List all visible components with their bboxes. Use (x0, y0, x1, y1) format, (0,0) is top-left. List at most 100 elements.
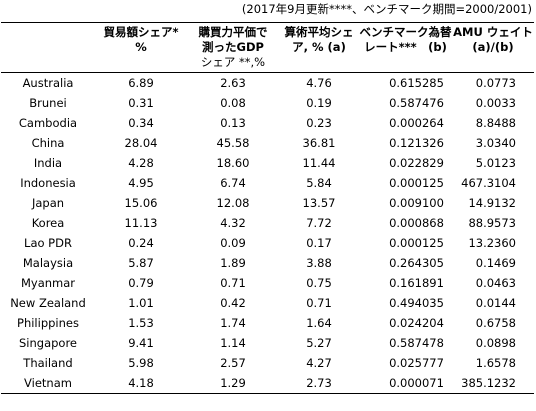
cell-gdp-share: 1.74 (220, 316, 246, 330)
cell-trade-share: 4.28 (128, 156, 154, 170)
header-country (1, 22, 95, 73)
cell-avg-share: 4.76 (306, 76, 332, 90)
cell-benchmark-rate: 0.009100 (389, 196, 444, 210)
cell-trade-share: 5.98 (128, 356, 154, 370)
table-row: Myanmar 0.79 0.71 0.75 0.161891 0.0463 (1, 273, 534, 293)
cell-country: Australia (22, 76, 74, 90)
cell-gdp-share: 1.14 (220, 336, 246, 350)
header-benchmark-rate-line2: レート*** (b) (364, 40, 447, 54)
cell-avg-share: 0.71 (306, 296, 332, 310)
header-benchmark-rate: ベンチマーク為替 レート*** (b) (359, 22, 452, 73)
cell-benchmark-rate: 0.025777 (389, 356, 444, 370)
cell-avg-share: 5.27 (306, 336, 332, 350)
cell-gdp-share: 0.08 (220, 96, 246, 110)
cell-benchmark-rate: 0.161891 (389, 276, 444, 290)
table-row: China 28.04 45.58 36.81 0.121326 3.0340 (1, 133, 534, 153)
cell-avg-share: 4.27 (306, 356, 332, 370)
table-body: Australia 6.89 2.63 4.76 0.615285 0.0773 Brune… (1, 73, 534, 394)
cell-amu-weight: 0.1469 (475, 256, 516, 270)
cell-avg-share: 0.75 (306, 276, 332, 290)
cell-trade-share: 0.24 (128, 236, 154, 250)
cell-trade-share: 6.89 (128, 76, 154, 90)
cell-trade-share: 28.04 (124, 136, 158, 150)
cell-gdp-share: 0.71 (220, 276, 246, 290)
header-avg-share-line1: 算術平均シェ (284, 25, 354, 39)
cell-gdp-share: 6.74 (220, 176, 246, 190)
header-avg-share: 算術平均シェ ア, % (a) (279, 22, 359, 73)
header-avg-share-line2: ア, % (a) (292, 40, 346, 54)
cell-amu-weight: 0.6758 (475, 316, 516, 330)
cell-gdp-share: 2.57 (220, 356, 246, 370)
cell-gdp-share: 0.09 (220, 236, 246, 250)
cell-trade-share: 9.41 (128, 336, 154, 350)
header-trade-share-line2: % (135, 40, 147, 54)
cell-amu-weight: 467.3104 (461, 176, 516, 190)
cell-trade-share: 0.31 (128, 96, 154, 110)
table-row: New Zealand 1.01 0.42 0.71 0.494035 0.0144 (1, 293, 534, 313)
cell-country: Vietnam (1, 373, 95, 394)
header-benchmark-rate-line1: ベンチマーク為替 (359, 25, 452, 39)
cell-trade-share: 1.01 (128, 296, 154, 310)
table-row: Malaysia 5.87 1.89 3.88 0.264305 0.1469 (1, 253, 534, 273)
cell-gdp-share: 4.32 (220, 216, 246, 230)
cell-avg-share: 3.88 (306, 256, 332, 270)
cell-country: Singapore (18, 336, 78, 350)
cell-amu-weight: 0.0463 (475, 276, 516, 290)
cell-benchmark-rate: 0.587476 (389, 96, 444, 110)
cell-trade-share: 4.18 (95, 373, 187, 394)
cell-trade-share: 4.95 (128, 176, 154, 190)
cell-gdp-share: 18.60 (216, 156, 250, 170)
cell-gdp-share: 45.58 (216, 136, 250, 150)
table-row: Lao PDR 0.24 0.09 0.17 0.000125 13.2360 (1, 233, 534, 253)
cell-avg-share: 0.19 (306, 96, 332, 110)
cell-avg-share: 2.73 (279, 373, 359, 394)
header-gdp-share: 購買力平価で 測ったGDP シェア **,% (187, 22, 279, 73)
header-amu-weight-line2: (a)/(b) (472, 40, 514, 54)
cell-gdp-share: 0.42 (220, 296, 246, 310)
cell-country: China (31, 136, 65, 150)
cell-country: Myanmar (20, 276, 76, 290)
table-note: (2017年9月更新****、ベンチマーク期間=2000/2001) (241, 2, 532, 16)
cell-benchmark-rate: 0.000071 (359, 373, 452, 394)
header-amu-weight-line1: AMU ウェイト (453, 25, 533, 39)
header-trade-share: 貿易額シェア* % (95, 22, 187, 73)
cell-benchmark-rate: 0.000125 (389, 176, 444, 190)
cell-trade-share: 0.79 (128, 276, 154, 290)
cell-trade-share: 11.13 (124, 216, 158, 230)
cell-country: Indonesia (20, 176, 76, 190)
table-row: Japan 15.06 12.08 13.57 0.009100 14.9132 (1, 193, 534, 213)
cell-avg-share: 11.44 (302, 156, 336, 170)
cell-amu-weight: 0.0898 (475, 336, 516, 350)
cell-country: Thailand (23, 356, 73, 370)
cell-benchmark-rate: 0.022829 (389, 156, 444, 170)
cell-amu-weight: 88.9573 (468, 216, 516, 230)
cell-trade-share: 15.06 (124, 196, 158, 210)
table-row: Vietnam 4.18 1.29 2.73 0.000071 385.1232 (1, 373, 534, 394)
cell-country: Japan (31, 196, 65, 210)
cell-trade-share: 5.87 (128, 256, 154, 270)
cell-gdp-share: 1.29 (187, 373, 279, 394)
cell-gdp-share: 12.08 (216, 196, 250, 210)
cell-benchmark-rate: 0.264305 (389, 256, 444, 270)
cell-benchmark-rate: 0.587478 (389, 336, 444, 350)
cell-amu-weight: 0.0033 (475, 96, 516, 110)
cell-avg-share: 36.81 (302, 136, 336, 150)
cell-amu-weight: 0.0773 (475, 76, 516, 90)
cell-country: Malaysia (22, 256, 74, 270)
cell-amu-weight: 0.0144 (475, 296, 516, 310)
cell-amu-weight: 5.0123 (475, 156, 516, 170)
table-row: Brunei 0.31 0.08 0.19 0.587476 0.0033 (1, 93, 534, 113)
cell-amu-weight: 3.0340 (475, 136, 516, 150)
cell-gdp-share: 2.63 (220, 76, 246, 90)
cell-amu-weight: 385.1232 (452, 373, 534, 394)
header-trade-share-line1: 貿易額シェア* (103, 25, 179, 39)
cell-country: New Zealand (10, 296, 86, 310)
header-amu-weight: AMU ウェイト (a)/(b) (452, 22, 534, 73)
table-row: Singapore 9.41 1.14 5.27 0.587478 0.0898 (1, 333, 534, 353)
cell-benchmark-rate: 0.000264 (389, 116, 444, 130)
cell-avg-share: 0.17 (306, 236, 332, 250)
cell-amu-weight: 13.2360 (468, 236, 516, 250)
header-gdp-share-line1: 購買力平価で (198, 25, 268, 39)
table-row: Korea 11.13 4.32 7.72 0.000868 88.9573 (1, 213, 534, 233)
cell-benchmark-rate: 0.000125 (389, 236, 444, 250)
